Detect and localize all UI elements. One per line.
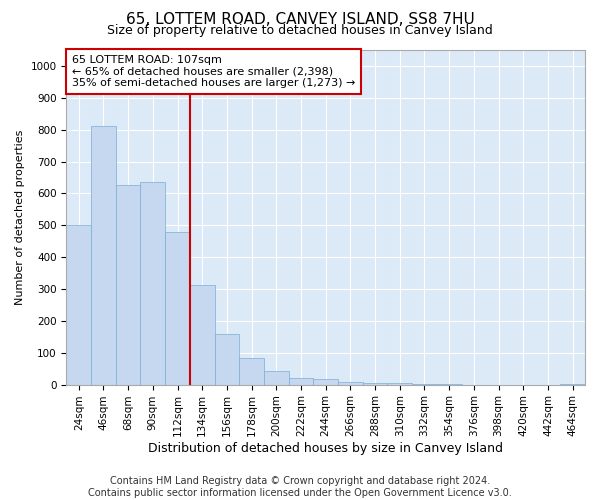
X-axis label: Distribution of detached houses by size in Canvey Island: Distribution of detached houses by size … <box>148 442 503 455</box>
Bar <box>67 226 91 384</box>
Text: 65, LOTTEM ROAD, CANVEY ISLAND, SS8 7HU: 65, LOTTEM ROAD, CANVEY ISLAND, SS8 7HU <box>125 12 475 28</box>
Bar <box>140 182 165 384</box>
Bar <box>313 379 338 384</box>
Text: 65 LOTTEM ROAD: 107sqm
← 65% of detached houses are smaller (2,398)
35% of semi-: 65 LOTTEM ROAD: 107sqm ← 65% of detached… <box>71 55 355 88</box>
Bar <box>239 358 264 384</box>
Y-axis label: Number of detached properties: Number of detached properties <box>15 130 25 305</box>
Bar <box>289 378 313 384</box>
Bar <box>165 232 190 384</box>
Bar <box>264 371 289 384</box>
Text: Size of property relative to detached houses in Canvey Island: Size of property relative to detached ho… <box>107 24 493 37</box>
Bar <box>116 186 140 384</box>
Bar <box>91 126 116 384</box>
Bar <box>338 382 363 384</box>
Bar <box>363 383 388 384</box>
Text: Contains HM Land Registry data © Crown copyright and database right 2024.
Contai: Contains HM Land Registry data © Crown c… <box>88 476 512 498</box>
Bar <box>190 285 215 384</box>
Bar <box>215 334 239 384</box>
